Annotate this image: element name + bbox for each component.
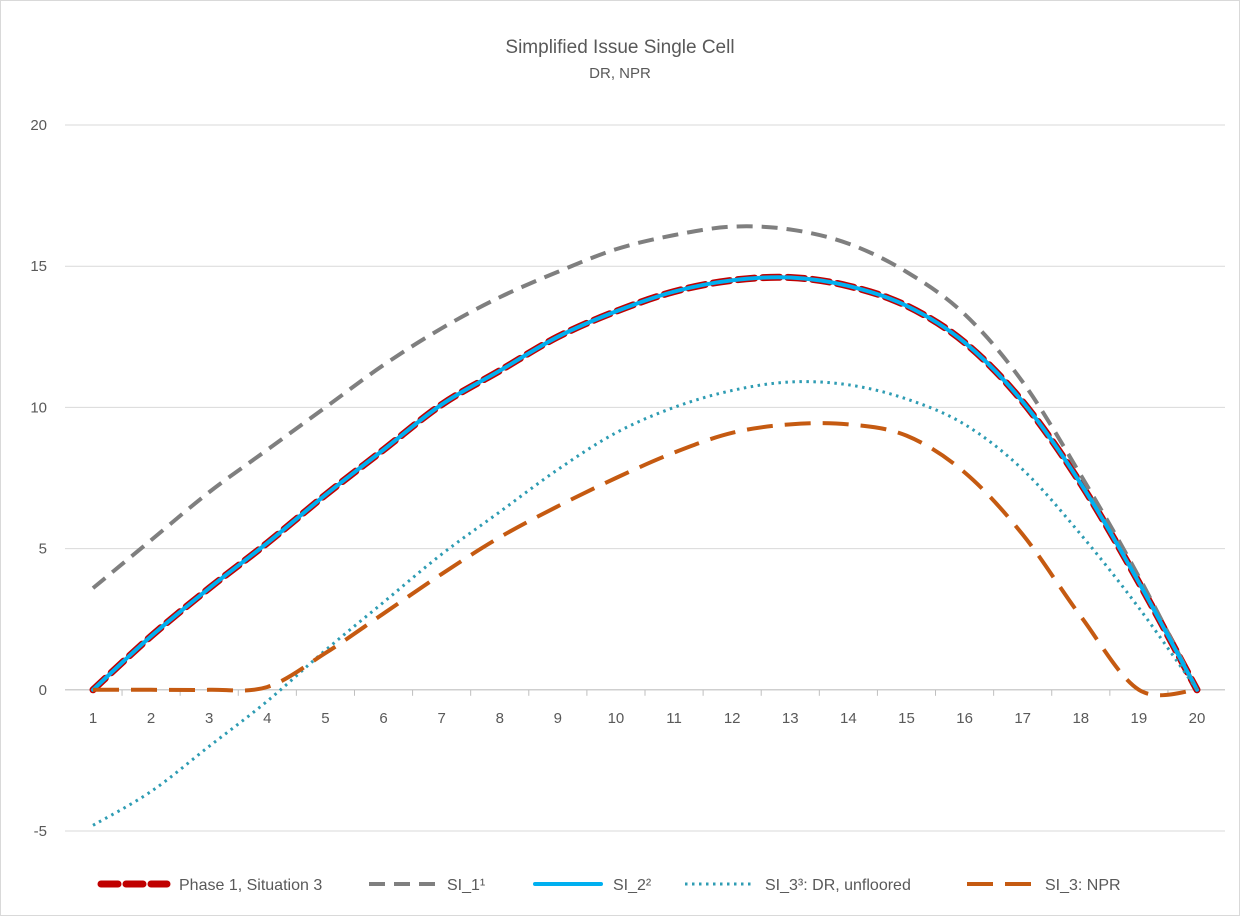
series-line-2 — [91, 224, 1199, 691]
legend-label-2: SI_1¹ — [447, 877, 485, 894]
x-tick-label: 11 — [666, 710, 682, 727]
x-tick-label: 4 — [263, 710, 271, 727]
x-tick-label: 2 — [147, 710, 155, 727]
x-tick-label: 20 — [1189, 710, 1206, 727]
legend-label-5: SI_3: NPR — [1045, 877, 1121, 894]
series-line-3 — [91, 275, 1199, 692]
x-tick-label: 10 — [608, 710, 625, 727]
y-tick-label: 15 — [30, 258, 47, 275]
x-tick-label: 12 — [724, 710, 741, 727]
y-tick-label: 20 — [30, 117, 47, 134]
series-lines — [89, 224, 1201, 827]
x-tick-label: 17 — [1014, 710, 1031, 727]
x-tick-label: 18 — [1072, 710, 1089, 727]
x-tick-label: 16 — [956, 710, 973, 727]
series-line-5 — [93, 421, 1198, 698]
x-tick-label: 1 — [89, 710, 97, 727]
x-tick-label: 13 — [782, 710, 799, 727]
chart-title: Simplified Issue Single Cell — [505, 37, 734, 58]
x-tick-label: 6 — [379, 710, 387, 727]
chart-subtitle: DR, NPR — [589, 65, 651, 82]
y-tick-label: -5 — [34, 823, 47, 840]
x-tick-label: 15 — [898, 710, 915, 727]
y-tick-label: 0 — [39, 682, 47, 699]
x-tick-label: 7 — [437, 710, 445, 727]
x-tick-label: 8 — [496, 710, 504, 727]
legend: Phase 1, Situation 3 SI_1¹ SI_2² SI_3³: DR,… — [97, 877, 1121, 894]
y-tick-label: 10 — [30, 399, 47, 416]
x-tick-label: 3 — [205, 710, 213, 727]
y-tick-label: 5 — [39, 541, 47, 558]
series-line-1 — [89, 273, 1201, 694]
x-tick-label: 5 — [321, 710, 329, 727]
x-tick-label: 9 — [554, 710, 562, 727]
x-tick-label: 19 — [1131, 710, 1148, 727]
legend-label-4: SI_3³: DR, unfloored — [765, 877, 911, 894]
series-line-4 — [92, 380, 1199, 827]
legend-label-3: SI_2² — [613, 877, 652, 894]
legend-label-1: Phase 1, Situation 3 — [179, 877, 322, 894]
x-tick-label: 14 — [840, 710, 857, 727]
